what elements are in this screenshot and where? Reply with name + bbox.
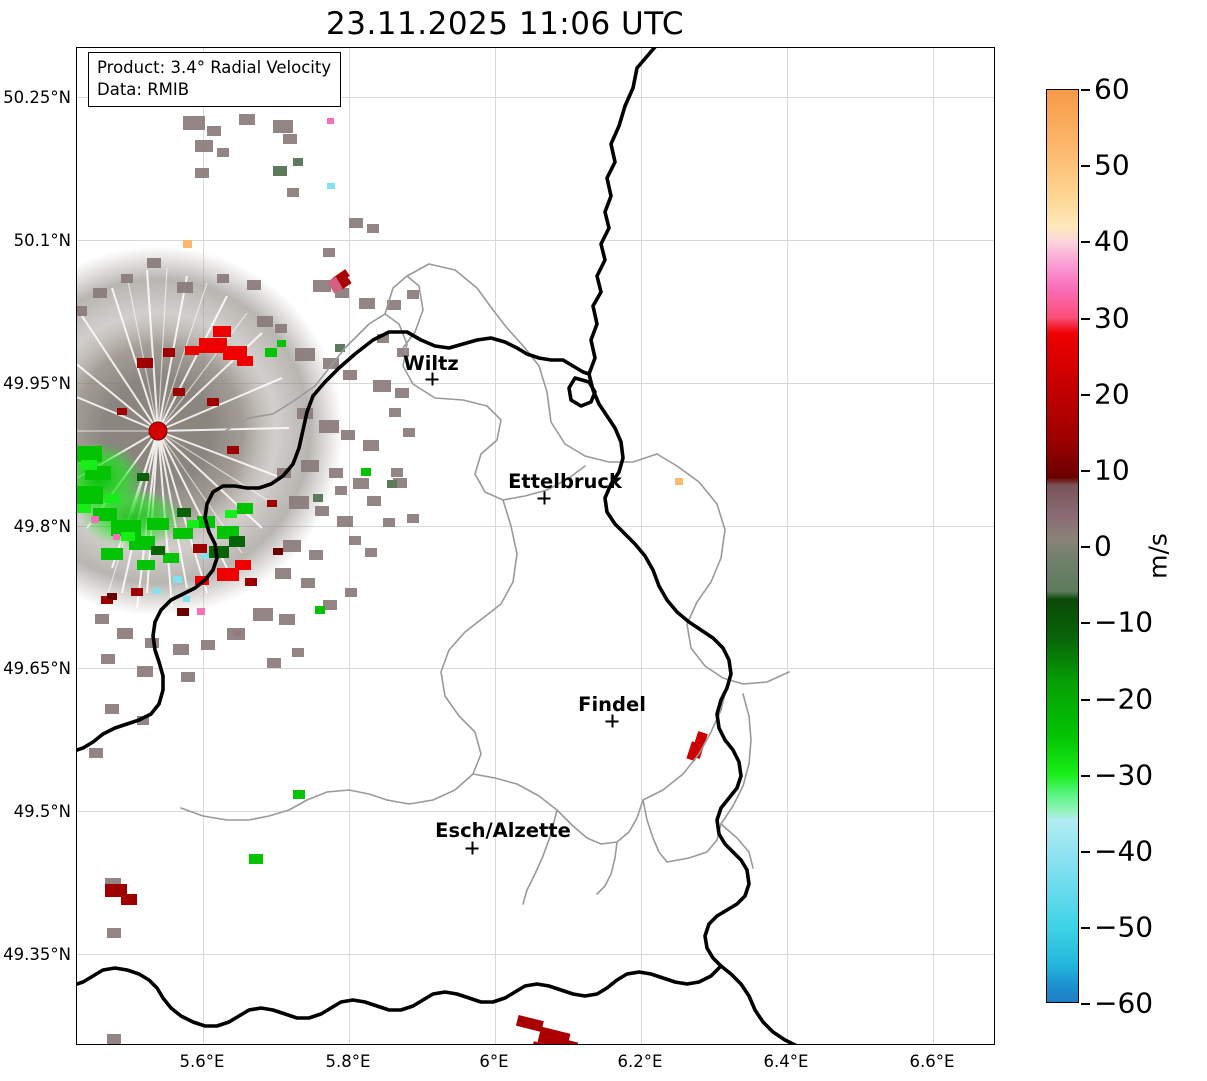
gridline-horizontal	[77, 383, 994, 384]
colorbar-tick-label: −50	[1094, 910, 1154, 944]
colorbar-tick-label: −30	[1094, 758, 1154, 792]
radar-map-plot: Wiltz Ettelbruck Findel Esch/Alzette	[76, 47, 995, 1045]
x-axis-tick-label: 5.8°E	[325, 1052, 371, 1071]
colorbar-tick-label: −20	[1094, 682, 1154, 716]
gridline-vertical	[933, 48, 934, 1044]
city-label-ettelbruck: Ettelbruck	[508, 470, 622, 493]
colorbar-tick	[1081, 927, 1090, 929]
colorbar-tick-label: 0	[1094, 529, 1112, 563]
gridline-vertical	[641, 48, 642, 1044]
y-axis-tick-label: 49.8°N	[13, 517, 71, 536]
colorbar-gradient	[1047, 90, 1078, 1002]
gridline-horizontal	[77, 97, 994, 98]
colorbar-tick	[1081, 318, 1090, 320]
gridline-horizontal	[77, 811, 994, 812]
data-source-line: Data: RMIB	[97, 79, 190, 99]
colorbar-tick-label: 20	[1094, 377, 1130, 411]
gridline-vertical	[349, 48, 350, 1044]
city-marker-findel	[605, 714, 619, 728]
x-axis-tick-label: 6.2°E	[617, 1052, 663, 1071]
colorbar-tick	[1081, 241, 1090, 243]
gridline-vertical	[495, 48, 496, 1044]
radar-site-marker	[148, 421, 168, 441]
map-borders-layer	[77, 48, 798, 1044]
colorbar-tick	[1081, 622, 1090, 624]
x-axis-tick-label: 6.6°E	[909, 1052, 955, 1071]
gridline-horizontal	[77, 668, 994, 669]
colorbar-unit-label: m/s	[1143, 533, 1173, 579]
colorbar-tick	[1081, 851, 1090, 853]
colorbar-tick	[1081, 1003, 1090, 1005]
city-label-findel: Findel	[578, 693, 646, 716]
city-marker-ettelbruck	[537, 491, 551, 505]
city-marker-esch-alzette	[465, 841, 479, 855]
gridline-horizontal	[77, 240, 994, 241]
colorbar-tick-label: 40	[1094, 224, 1130, 258]
product-line: Product: 3.4° Radial Velocity	[97, 58, 332, 77]
colorbar-tick	[1081, 89, 1090, 91]
colorbar-tick-label: −60	[1094, 986, 1154, 1020]
colorbar-tick	[1081, 165, 1090, 167]
y-axis-tick-label: 49.35°N	[3, 945, 71, 964]
velocity-colorbar	[1046, 89, 1079, 1003]
gridline-horizontal	[77, 526, 994, 527]
colorbar-tick-label: −40	[1094, 834, 1154, 868]
colorbar-tick	[1081, 470, 1090, 472]
colorbar-tick-label: −10	[1094, 605, 1154, 639]
gridline-vertical	[787, 48, 788, 1044]
colorbar-tick-label: 60	[1094, 72, 1130, 106]
colorbar-tick	[1081, 775, 1090, 777]
x-axis-tick-label: 6.4°E	[763, 1052, 809, 1071]
page-title: 23.11.2025 11:06 UTC	[326, 6, 684, 42]
radar-echo-layer	[77, 114, 708, 1044]
x-axis-tick-label: 5.6°E	[179, 1052, 225, 1071]
city-label-wiltz: Wiltz	[403, 352, 459, 375]
colorbar-tick-label: 10	[1094, 453, 1130, 487]
colorbar-tick-label: 50	[1094, 148, 1130, 182]
colorbar-tick-label: 30	[1094, 301, 1130, 335]
y-axis-tick-label: 50.25°N	[3, 88, 71, 107]
city-label-esch-alzette: Esch/Alzette	[435, 819, 571, 842]
map-canvas: Wiltz Ettelbruck Findel Esch/Alzette	[77, 48, 994, 1044]
colorbar-tick	[1081, 394, 1090, 396]
gridline-horizontal	[77, 954, 994, 955]
x-axis-tick-label: 6°E	[479, 1052, 509, 1071]
city-marker-wiltz	[425, 372, 439, 386]
y-axis-tick-label: 50.1°N	[13, 231, 71, 250]
colorbar-tick	[1081, 699, 1090, 701]
y-axis-tick-label: 49.65°N	[3, 659, 71, 678]
product-info-box: Product: 3.4° Radial Velocity Data: RMIB	[88, 52, 342, 107]
y-axis-tick-label: 49.95°N	[3, 374, 71, 393]
y-axis-tick-label: 49.5°N	[13, 802, 71, 821]
colorbar-tick	[1081, 546, 1090, 548]
